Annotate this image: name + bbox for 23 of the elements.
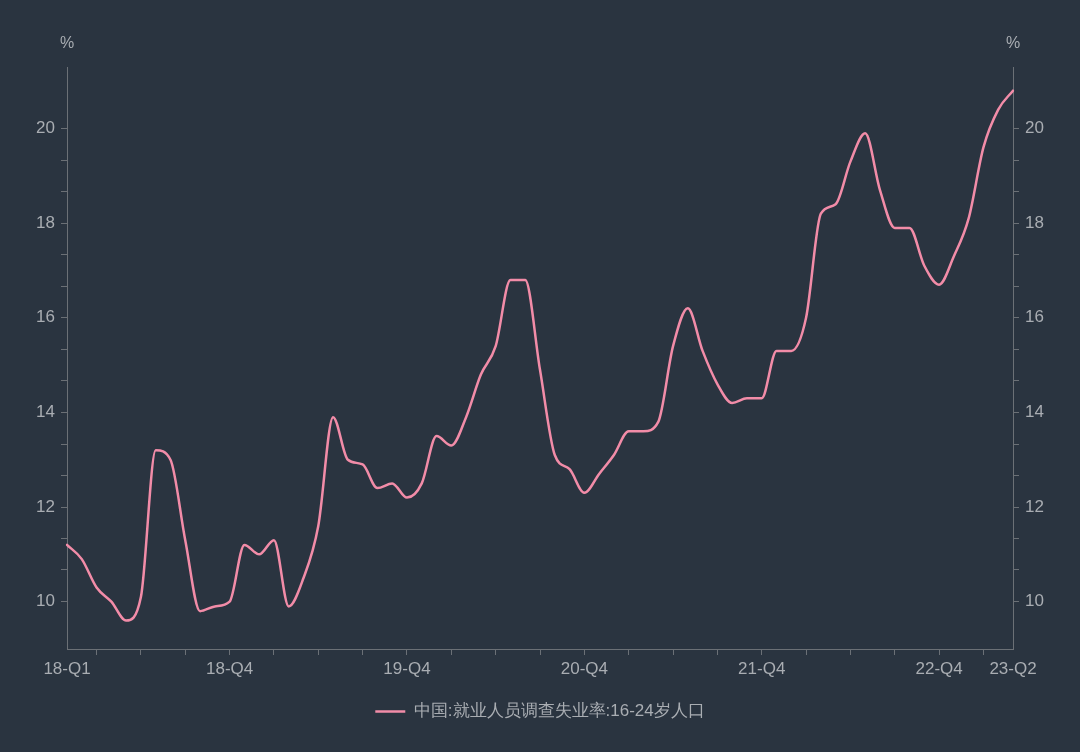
y2-axis-title: % (1005, 34, 1021, 52)
y-tick-label: 20 (36, 118, 55, 138)
x-tick-label: 19-Q4 (383, 658, 431, 678)
y-axis-title: % (59, 34, 75, 52)
x-tick-label: 21-Q4 (738, 658, 786, 678)
y2-tick-label: 16 (1025, 307, 1044, 327)
x-tick-label: 18-Q4 (205, 658, 254, 678)
x-tick-label: 18-Q1 (43, 658, 91, 678)
legend-label: 中国:就业人员调查失业率:16-24岁人口 (413, 701, 705, 721)
y2-tick-label: 20 (1025, 118, 1044, 138)
y2-tick-label: 12 (1025, 496, 1044, 516)
y-tick-label: 16 (36, 307, 55, 327)
y2-tick-label: 14 (1025, 402, 1044, 422)
y2-tick-label: 18 (1025, 212, 1044, 232)
x-tick-label: 23-Q2 (989, 658, 1037, 678)
y-tick-label: 12 (36, 496, 55, 516)
line-series (65, 89, 1015, 622)
x-tick-label: 22-Q4 (915, 658, 963, 678)
y-tick-label: 14 (36, 402, 55, 422)
y-tick-label: 10 (36, 591, 55, 611)
x-tick-label: 20-Q4 (560, 658, 608, 678)
y2-tick-label: 10 (1025, 591, 1044, 611)
y-tick-label: 18 (36, 212, 55, 232)
